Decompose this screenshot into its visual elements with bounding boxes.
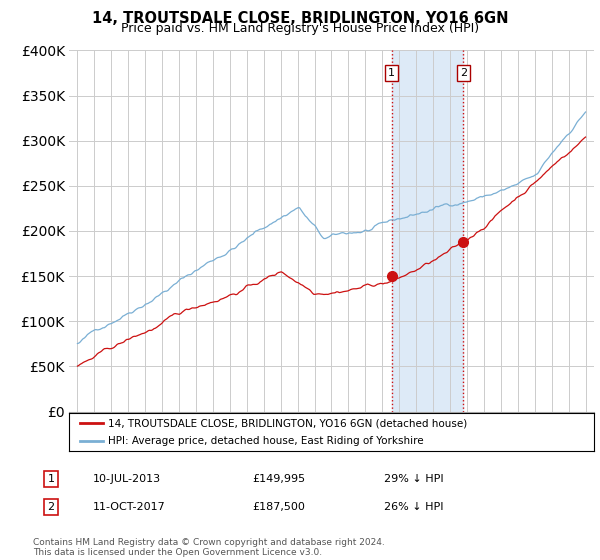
Text: 1: 1 xyxy=(388,68,395,78)
Text: 26% ↓ HPI: 26% ↓ HPI xyxy=(384,502,443,512)
Text: Price paid vs. HM Land Registry's House Price Index (HPI): Price paid vs. HM Land Registry's House … xyxy=(121,22,479,35)
Text: 1: 1 xyxy=(47,474,55,484)
Text: Contains HM Land Registry data © Crown copyright and database right 2024.
This d: Contains HM Land Registry data © Crown c… xyxy=(33,538,385,557)
Text: 10-JUL-2013: 10-JUL-2013 xyxy=(93,474,161,484)
Text: 14, TROUTSDALE CLOSE, BRIDLINGTON, YO16 6GN (detached house): 14, TROUTSDALE CLOSE, BRIDLINGTON, YO16 … xyxy=(109,418,467,428)
Text: £187,500: £187,500 xyxy=(252,502,305,512)
Text: 14, TROUTSDALE CLOSE, BRIDLINGTON, YO16 6GN: 14, TROUTSDALE CLOSE, BRIDLINGTON, YO16 … xyxy=(92,11,508,26)
Text: 29% ↓ HPI: 29% ↓ HPI xyxy=(384,474,443,484)
Text: HPI: Average price, detached house, East Riding of Yorkshire: HPI: Average price, detached house, East… xyxy=(109,436,424,446)
Text: 2: 2 xyxy=(47,502,55,512)
Text: 2: 2 xyxy=(460,68,467,78)
Text: 11-OCT-2017: 11-OCT-2017 xyxy=(93,502,166,512)
Text: £149,995: £149,995 xyxy=(252,474,305,484)
Bar xyxy=(392,50,463,412)
